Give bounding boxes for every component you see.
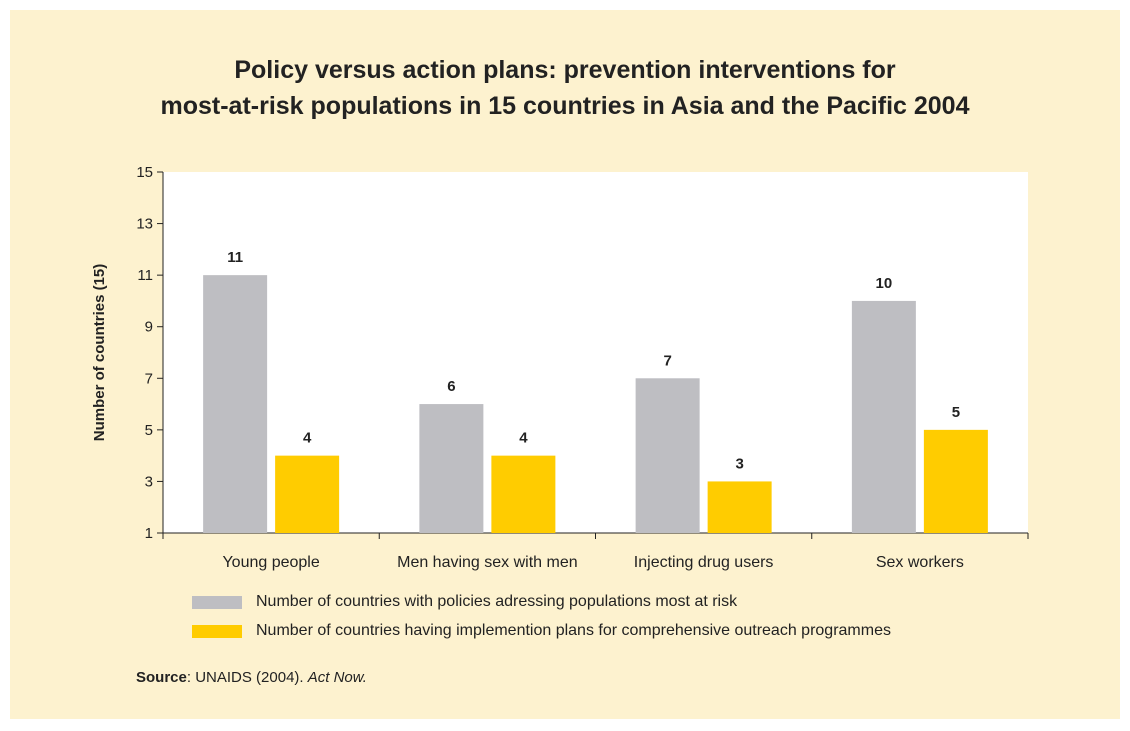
data-label: 11 bbox=[227, 249, 243, 266]
x-tick-label: Young people bbox=[222, 554, 319, 571]
chart-title-line-1: Policy versus action plans: prevention i… bbox=[234, 56, 896, 84]
bar-policies bbox=[203, 275, 268, 533]
bar-plans bbox=[707, 481, 772, 533]
legend-label-policies: Number of countries with policies adress… bbox=[256, 593, 738, 610]
data-label: 4 bbox=[519, 430, 528, 447]
data-label: 4 bbox=[303, 430, 312, 447]
chart-title-line-2: most-at-risk populations in 15 countries… bbox=[160, 92, 970, 120]
y-tick-label: 13 bbox=[136, 216, 153, 233]
x-tick-label: Sex workers bbox=[876, 554, 964, 571]
bar-policies bbox=[851, 300, 916, 533]
data-label: 3 bbox=[735, 455, 743, 472]
x-tick-label: Injecting drug users bbox=[634, 554, 774, 571]
legend-swatch-plans bbox=[192, 624, 242, 638]
source-label: Source bbox=[136, 669, 187, 686]
legend-item-policies: Number of countries with policies adress… bbox=[192, 590, 737, 614]
source-text: UNAIDS (2004). bbox=[191, 669, 308, 686]
data-label: 10 bbox=[876, 275, 893, 292]
source-title: Act Now. bbox=[307, 669, 367, 686]
legend-item-plans: Number of countries having implemention … bbox=[192, 619, 891, 643]
legend-label-plans: Number of countries having implemention … bbox=[256, 622, 891, 639]
data-label: 6 bbox=[447, 378, 455, 395]
bar-plans bbox=[923, 429, 988, 533]
y-tick-label: 9 bbox=[145, 319, 153, 336]
y-tick-label: 1 bbox=[145, 525, 153, 542]
legend-swatch-policies bbox=[192, 595, 242, 609]
y-axis-title: Number of countries (15) bbox=[91, 264, 108, 442]
source-note: Source: UNAIDS (2004). Act Now. bbox=[136, 669, 367, 686]
bar-plans bbox=[275, 455, 340, 533]
bar-policies bbox=[635, 378, 700, 533]
y-tick-label: 3 bbox=[145, 473, 153, 490]
bar-policies bbox=[419, 404, 484, 533]
y-tick-label: 5 bbox=[145, 422, 153, 439]
data-label: 5 bbox=[952, 404, 960, 421]
x-tick-label: Men having sex with men bbox=[397, 554, 578, 571]
chart-title: Policy versus action plans: prevention i… bbox=[0, 52, 1130, 124]
y-tick-label: 15 bbox=[136, 164, 153, 181]
bar-plans bbox=[491, 455, 556, 533]
data-label: 7 bbox=[663, 352, 671, 369]
y-tick-label: 11 bbox=[137, 267, 153, 284]
y-tick-label: 7 bbox=[145, 370, 153, 387]
source-separator: : bbox=[186, 669, 192, 686]
